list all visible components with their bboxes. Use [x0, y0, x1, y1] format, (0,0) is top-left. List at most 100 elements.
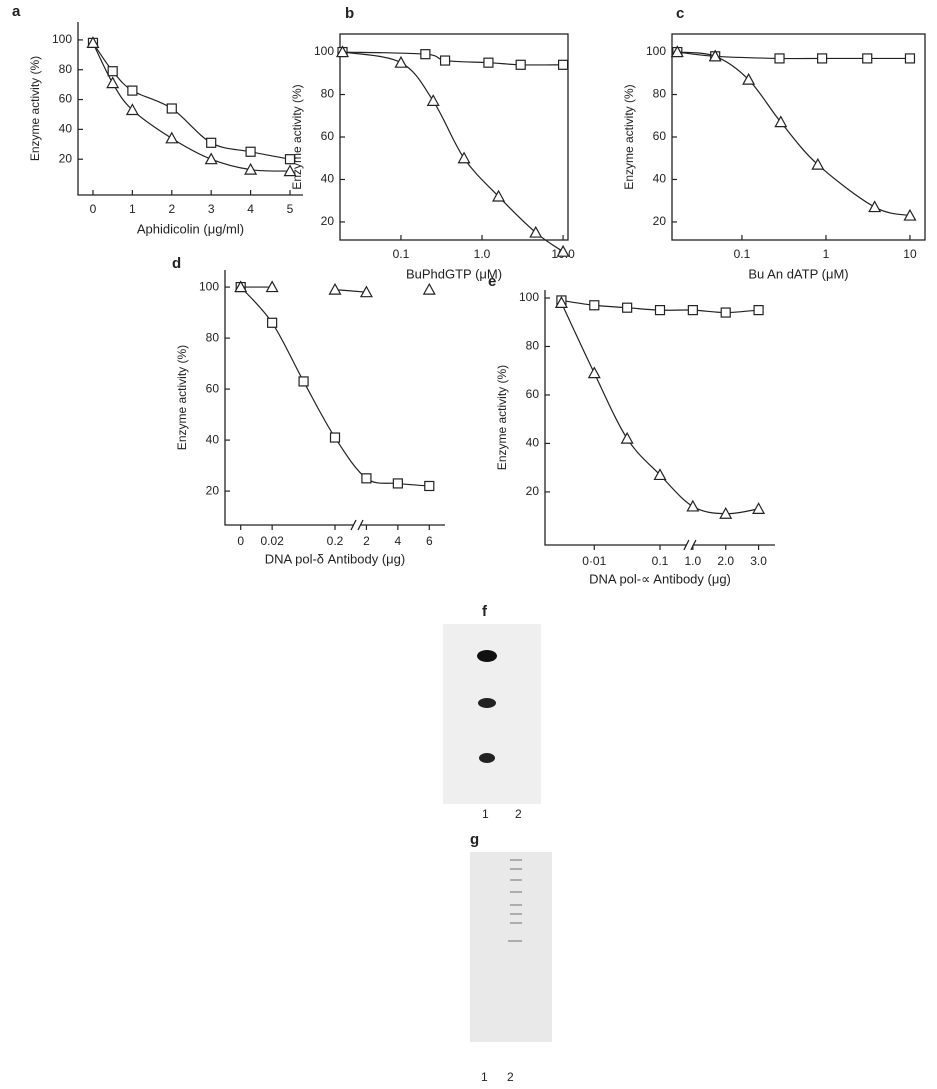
x-tick-label: 1 [823, 247, 830, 261]
lane-label: 1 [482, 807, 489, 821]
square-marker [863, 54, 872, 63]
panel-label: c [676, 5, 684, 22]
axis-line [78, 22, 303, 195]
y-tick-label: 20 [59, 151, 73, 165]
x-tick-label: 2 [168, 202, 175, 216]
triangle-marker [206, 154, 217, 164]
square-marker [299, 377, 308, 386]
page: {"chart_data": [ {"type": "line", "panel… [0, 0, 937, 1089]
panel-label: d [172, 255, 181, 272]
triangle-marker [622, 433, 633, 443]
y-axis-label: Enzyme activity (%) [290, 84, 304, 189]
fit-curve [93, 43, 290, 159]
fit-curve [241, 287, 430, 486]
y-tick-label: 100 [199, 279, 219, 293]
blot [479, 753, 495, 763]
lane-label: 1 [481, 1070, 488, 1084]
panel-label: g [470, 831, 479, 848]
fit-curve [677, 52, 910, 216]
square-marker [421, 50, 430, 59]
y-axis-label: Enzyme activity (%) [28, 56, 42, 161]
y-tick-label: 100 [646, 44, 666, 58]
x-tick-label: 5 [287, 202, 294, 216]
blot [478, 698, 496, 708]
triangle-marker [428, 95, 439, 105]
square-marker [393, 479, 402, 488]
lane-label: 2 [507, 1070, 514, 1084]
square-marker [128, 86, 137, 95]
square-marker [516, 60, 525, 69]
plot-frame [672, 34, 925, 240]
y-tick-label: 20 [653, 214, 667, 228]
y-tick-label: 40 [526, 436, 540, 450]
x-tick-label: 0 [237, 534, 244, 548]
square-marker [656, 306, 665, 315]
triangle-marker [687, 501, 698, 511]
triangle-marker [869, 202, 880, 212]
panel-label: f [482, 603, 488, 620]
x-tick-label: 1.0 [685, 554, 702, 568]
square-marker [207, 138, 216, 147]
panel-label: e [488, 273, 496, 290]
fit-curve [93, 43, 290, 171]
x-tick-label: 6 [426, 534, 433, 548]
square-marker [721, 308, 730, 317]
panel: e204060801000·010.11.02.03.0DNA pol-∝ An… [488, 273, 775, 586]
square-marker [754, 306, 763, 315]
y-tick-label: 100 [52, 32, 72, 46]
x-tick-label: 1.0 [474, 247, 491, 261]
y-tick-label: 20 [206, 483, 220, 497]
square-marker [441, 56, 450, 65]
square-marker [425, 481, 434, 490]
y-tick-label: 60 [653, 129, 667, 143]
triangle-marker [589, 368, 600, 378]
x-tick-label: 2.0 [717, 554, 734, 568]
y-tick-label: 80 [526, 339, 540, 353]
x-tick-label: 0.2 [327, 534, 344, 548]
fit-curve [342, 52, 563, 65]
triangle-marker [395, 57, 406, 67]
square-marker [688, 306, 697, 315]
square-marker [268, 318, 277, 327]
y-axis-label: Enzyme activity (%) [622, 84, 636, 189]
y-tick-label: 80 [206, 330, 220, 344]
square-marker [108, 67, 117, 76]
x-tick-label: 1 [129, 202, 136, 216]
y-tick-label: 40 [206, 432, 220, 446]
square-marker [362, 474, 371, 483]
axis-break [684, 540, 696, 550]
axis-break [351, 520, 363, 530]
y-tick-label: 80 [653, 87, 667, 101]
x-tick-label: 3 [208, 202, 215, 216]
y-tick-label: 60 [206, 381, 220, 395]
x-tick-label: 10 [903, 247, 917, 261]
x-tick-label: 0.1 [734, 247, 751, 261]
x-tick-label: 0.1 [393, 247, 410, 261]
y-tick-label: 80 [321, 87, 335, 101]
fit-curve [561, 303, 758, 514]
x-tick-label: 0·01 [582, 554, 606, 568]
x-axis-label: Aphidicolin (μg/ml) [137, 221, 244, 236]
y-tick-label: 60 [321, 129, 335, 143]
y-tick-label: 40 [653, 172, 667, 186]
x-tick-label: 0 [90, 202, 97, 216]
square-marker [559, 60, 568, 69]
triangle-marker [107, 78, 118, 88]
panel: c 20 40 60 80 100 0.1 1 10 Bu An dATP (μM) Enzyme … [622, 5, 925, 281]
x-axis-label: Bu An dATP (μM) [748, 266, 848, 281]
x-tick-label: 4 [247, 202, 254, 216]
panel-label: b [345, 5, 354, 22]
panel: b204060801000.11.010.0BuPhdGTP (μM)Enzym… [290, 5, 575, 281]
square-marker [818, 54, 827, 63]
square-marker [905, 54, 914, 63]
y-tick-label: 60 [526, 387, 540, 401]
triangle-marker [166, 133, 177, 143]
blot [477, 650, 497, 662]
axis-line [545, 290, 775, 545]
x-tick-label: 2 [363, 534, 370, 548]
y-axis-label: Enzyme activity (%) [175, 345, 189, 450]
square-marker [623, 303, 632, 312]
x-tick-label: 0.02 [260, 534, 284, 548]
